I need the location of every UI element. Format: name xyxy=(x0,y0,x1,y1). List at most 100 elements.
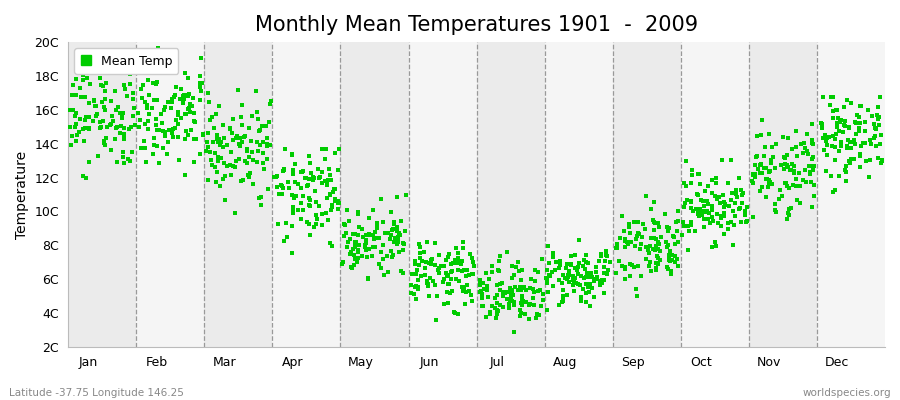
Point xyxy=(515,267,529,273)
Point xyxy=(240,172,255,178)
Point xyxy=(72,69,86,75)
Point xyxy=(302,176,316,182)
Point xyxy=(617,244,632,250)
Point xyxy=(720,220,734,226)
Point xyxy=(862,136,877,143)
Point xyxy=(583,270,598,276)
Point xyxy=(455,288,470,295)
Point xyxy=(331,198,346,204)
Point xyxy=(536,291,551,297)
Point xyxy=(735,190,750,196)
Point xyxy=(479,270,493,276)
Point xyxy=(310,221,324,228)
Point xyxy=(842,124,856,131)
Point xyxy=(441,281,455,288)
Point xyxy=(423,256,437,263)
Point xyxy=(858,119,872,125)
Bar xyxy=(136,42,204,347)
Point xyxy=(507,329,521,336)
Point xyxy=(388,234,402,241)
Point xyxy=(826,189,841,195)
Point xyxy=(514,310,528,316)
Point xyxy=(571,281,585,287)
Point xyxy=(714,215,728,221)
Point xyxy=(835,128,850,135)
Point xyxy=(511,268,526,274)
Point xyxy=(651,261,665,267)
Point xyxy=(683,219,698,226)
Point xyxy=(285,249,300,256)
Point xyxy=(763,178,778,185)
Point xyxy=(460,282,474,288)
Point xyxy=(432,269,446,276)
Point xyxy=(445,268,459,274)
Point xyxy=(79,114,94,120)
Point xyxy=(303,231,318,238)
Point xyxy=(822,134,836,140)
Point xyxy=(824,94,838,100)
Point xyxy=(818,167,832,174)
Point xyxy=(375,241,390,248)
Point xyxy=(805,140,819,147)
Point xyxy=(610,244,625,251)
Point xyxy=(824,173,839,180)
Point xyxy=(622,224,636,230)
Point xyxy=(368,244,382,250)
Point xyxy=(708,180,723,186)
Point xyxy=(850,112,864,119)
Point xyxy=(399,192,413,198)
Point xyxy=(518,311,533,318)
Point xyxy=(500,249,515,256)
Point xyxy=(806,154,821,160)
Point xyxy=(700,198,715,204)
Point xyxy=(508,284,522,290)
Point xyxy=(498,290,512,296)
Point xyxy=(688,206,703,212)
Point xyxy=(362,246,376,252)
Point xyxy=(760,176,775,182)
Point xyxy=(451,278,465,284)
Point xyxy=(481,294,495,300)
Point xyxy=(138,98,152,105)
Point xyxy=(722,203,736,210)
Point xyxy=(337,258,351,265)
Point xyxy=(790,152,805,159)
Point xyxy=(617,263,632,270)
Point xyxy=(690,206,705,213)
Point xyxy=(393,232,408,238)
Point xyxy=(181,91,195,98)
Point xyxy=(570,267,584,273)
Point xyxy=(724,219,738,225)
Point xyxy=(676,204,690,210)
Point xyxy=(377,230,392,236)
Point xyxy=(164,105,178,111)
Point xyxy=(320,180,334,186)
Point xyxy=(98,142,112,148)
Point xyxy=(871,155,886,161)
Point xyxy=(381,230,395,236)
Point xyxy=(249,88,264,94)
Point xyxy=(579,298,593,305)
Point xyxy=(222,124,237,131)
Point xyxy=(764,157,778,163)
Point xyxy=(701,215,716,222)
Point xyxy=(351,246,365,253)
Point xyxy=(556,298,571,304)
Point xyxy=(418,259,433,265)
Point xyxy=(787,162,801,169)
Point xyxy=(772,196,787,202)
Point xyxy=(229,135,243,141)
Point xyxy=(310,216,324,222)
Point xyxy=(846,136,860,143)
Point xyxy=(148,121,163,128)
Point xyxy=(321,166,336,172)
Point xyxy=(220,142,234,148)
Point xyxy=(668,253,682,260)
Point xyxy=(858,140,872,146)
Point xyxy=(93,125,107,132)
Point xyxy=(789,183,804,190)
Point xyxy=(816,93,831,100)
Point xyxy=(623,273,637,280)
Point xyxy=(751,166,765,172)
Point xyxy=(66,107,80,113)
